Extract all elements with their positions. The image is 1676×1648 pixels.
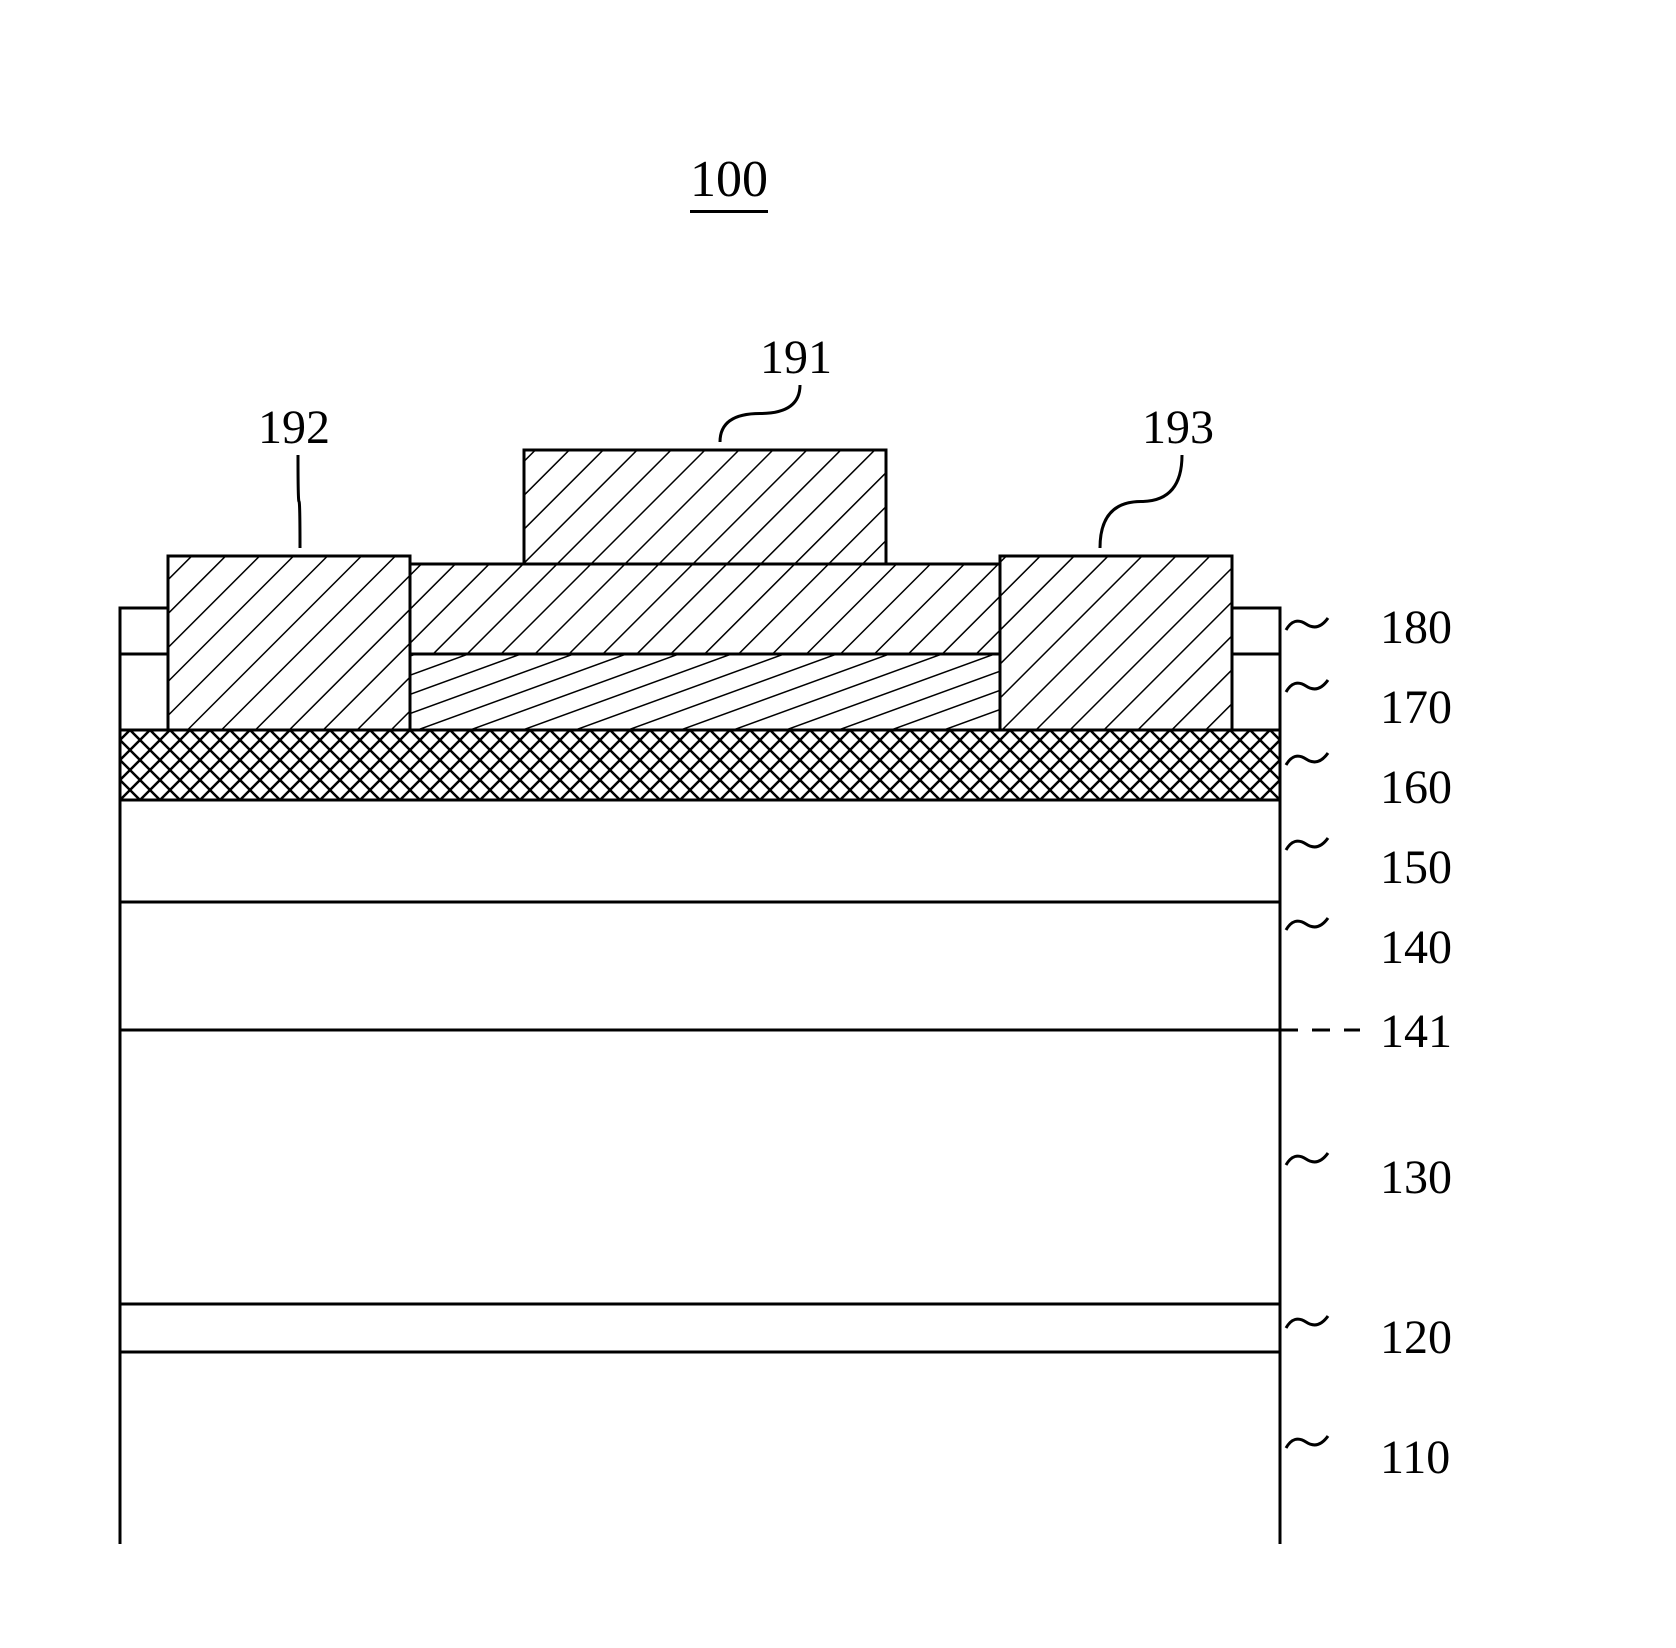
figure-title: 100 <box>690 150 768 209</box>
label-140: 140 <box>1380 920 1452 975</box>
label-160: 160 <box>1380 760 1452 815</box>
label-191: 191 <box>760 330 832 385</box>
diagram-svg <box>0 0 1676 1648</box>
label-193: 193 <box>1142 400 1214 455</box>
label-130: 130 <box>1380 1150 1452 1205</box>
label-141: 141 <box>1380 1004 1452 1059</box>
label-110: 110 <box>1380 1430 1450 1485</box>
label-120: 120 <box>1380 1310 1452 1365</box>
label-192: 192 <box>258 400 330 455</box>
label-180: 180 <box>1380 600 1452 655</box>
label-150: 150 <box>1380 840 1452 895</box>
label-170: 170 <box>1380 680 1452 735</box>
